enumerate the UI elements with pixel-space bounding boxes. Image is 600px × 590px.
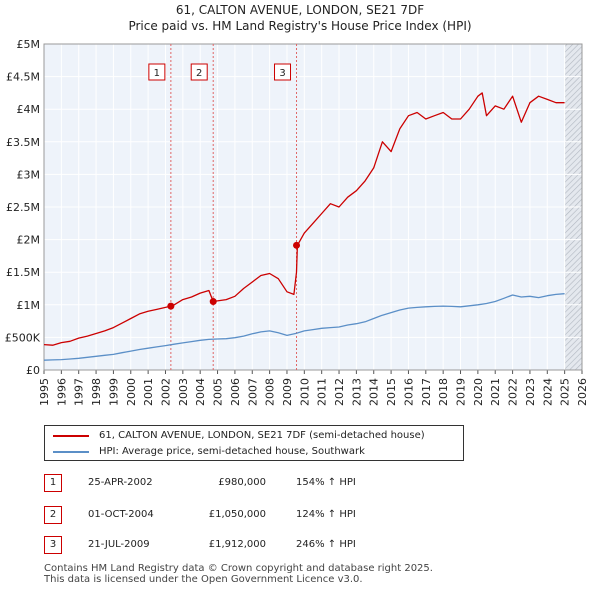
y-tick-label: £500K bbox=[5, 331, 41, 344]
property-price-line bbox=[43, 92, 565, 346]
x-tick-label: 2019 bbox=[455, 378, 468, 406]
x-tick-label: 2024 bbox=[541, 378, 554, 406]
grid-lines bbox=[43, 43, 583, 374]
x-tick-label: 2016 bbox=[402, 378, 415, 406]
sale-number-badge: 2 bbox=[44, 506, 62, 524]
sale-price: £1,050,000 bbox=[208, 509, 266, 520]
sale-number-badge: 1 bbox=[44, 474, 62, 492]
sale-marker-boxes: 1 2 3 bbox=[148, 63, 292, 81]
x-tick-label: 2008 bbox=[264, 378, 277, 406]
x-tick-label: 2004 bbox=[194, 378, 207, 406]
sale-price: £1,912,000 bbox=[208, 539, 266, 550]
footer-line-1: Contains HM Land Registry data © Crown c… bbox=[44, 563, 433, 574]
x-tick-label: 2021 bbox=[489, 378, 502, 406]
sale-price: £980,000 bbox=[218, 477, 266, 488]
sale-date: 25-APR-2002 bbox=[88, 477, 153, 488]
sale-marker-box bbox=[148, 63, 166, 81]
sale-hpi-change: 246% ↑ HPI bbox=[296, 539, 356, 550]
x-tick-label: 2011 bbox=[316, 378, 329, 406]
chart-subtitle: Price paid vs. HM Land Registry's House … bbox=[128, 19, 472, 33]
x-tick-label: 2015 bbox=[385, 378, 398, 406]
x-tick-label: 1996 bbox=[55, 378, 68, 406]
x-tick-label: 2007 bbox=[246, 378, 259, 406]
x-tick-label: 1998 bbox=[90, 378, 103, 406]
y-tick-label: £3.5M bbox=[6, 136, 40, 149]
y-axis-labels: £0 £500K £1M £1.5M £2M £2.5M £3M £3.5M £4M £4.5M £… bbox=[5, 38, 41, 377]
x-tick-label: 2000 bbox=[125, 378, 138, 406]
y-tick-label: £3M bbox=[17, 168, 41, 181]
x-tick-label: 2014 bbox=[368, 378, 381, 406]
y-tick-label: £0 bbox=[26, 364, 40, 377]
x-tick-label: 2026 bbox=[576, 378, 589, 406]
sale-marker-box bbox=[190, 63, 208, 81]
sale-point bbox=[209, 298, 217, 306]
price-chart: £0 £500K £1M £1.5M £2M £2.5M £3M £3.5M £4M £4.5M £… bbox=[5, 38, 589, 406]
sale-marker-label: 1 bbox=[154, 68, 160, 79]
y-tick-label: £4M bbox=[17, 103, 41, 116]
sale-marker-box bbox=[274, 63, 292, 81]
y-tick-label: £2M bbox=[17, 234, 41, 247]
plot-border bbox=[43, 43, 583, 371]
sale-hpi-change: 124% ↑ HPI bbox=[296, 509, 356, 520]
sale-point bbox=[167, 302, 175, 310]
hpi-line bbox=[43, 293, 565, 361]
legend-label-property: 61, CALTON AVENUE, LONDON, SE21 7DF (sem… bbox=[99, 430, 425, 441]
x-tick-label: 1999 bbox=[107, 378, 120, 406]
x-tick-label: 2020 bbox=[472, 378, 485, 406]
y-tick-label: £2.5M bbox=[6, 201, 40, 214]
sale-points bbox=[167, 241, 301, 310]
y-tick-label: £4.5M bbox=[6, 71, 40, 84]
chart-title: 61, CALTON AVENUE, LONDON, SE21 7DF bbox=[175, 3, 425, 17]
legend-swatch-property bbox=[53, 435, 89, 437]
x-tick-label: 2005 bbox=[212, 378, 225, 406]
y-tick-label: £1M bbox=[17, 299, 41, 312]
footer-line-2: This data is licensed under the Open Gov… bbox=[44, 574, 363, 585]
sale-number-badge: 3 bbox=[44, 536, 62, 554]
footer-attribution: Contains HM Land Registry data © Crown c… bbox=[44, 563, 433, 585]
legend-label-hpi: HPI: Average price, semi-detached house,… bbox=[99, 446, 365, 457]
sale-point bbox=[293, 241, 301, 249]
sale-hpi-change: 154% ↑ HPI bbox=[296, 477, 356, 488]
x-axis-labels: 1995 1996 1997 1998 1999 2000 2001 2002 2003 2004… bbox=[38, 378, 589, 406]
x-tick-label: 2003 bbox=[177, 378, 190, 406]
x-tick-label: 2013 bbox=[350, 378, 363, 406]
legend-swatch-hpi bbox=[53, 451, 89, 453]
x-tick-label: 1997 bbox=[73, 378, 86, 406]
series-lines bbox=[43, 92, 565, 361]
x-tick-label: 2017 bbox=[420, 378, 433, 406]
x-tick-label: 2023 bbox=[524, 378, 537, 406]
x-tick-label: 2010 bbox=[298, 378, 311, 406]
x-tick-label: 2009 bbox=[281, 378, 294, 406]
legend: 61, CALTON AVENUE, LONDON, SE21 7DF (sem… bbox=[44, 425, 464, 461]
y-tick-label: £5M bbox=[17, 38, 41, 51]
x-tick-label: 2001 bbox=[142, 378, 155, 406]
x-tick-label: 2022 bbox=[507, 378, 520, 406]
x-tick-label: 2002 bbox=[159, 378, 172, 406]
sale-date: 21-JUL-2009 bbox=[88, 539, 150, 550]
x-tick-label: 2012 bbox=[333, 378, 346, 406]
x-tick-label: 1995 bbox=[38, 378, 51, 406]
x-tick-label: 2018 bbox=[437, 378, 450, 406]
sale-marker-label: 3 bbox=[279, 68, 285, 79]
sale-marker-label: 2 bbox=[196, 68, 202, 79]
x-tick-label: 2025 bbox=[559, 378, 572, 406]
y-tick-label: £1.5M bbox=[6, 266, 40, 279]
sale-date: 01-OCT-2004 bbox=[88, 509, 154, 520]
x-tick-label: 2006 bbox=[229, 378, 242, 406]
